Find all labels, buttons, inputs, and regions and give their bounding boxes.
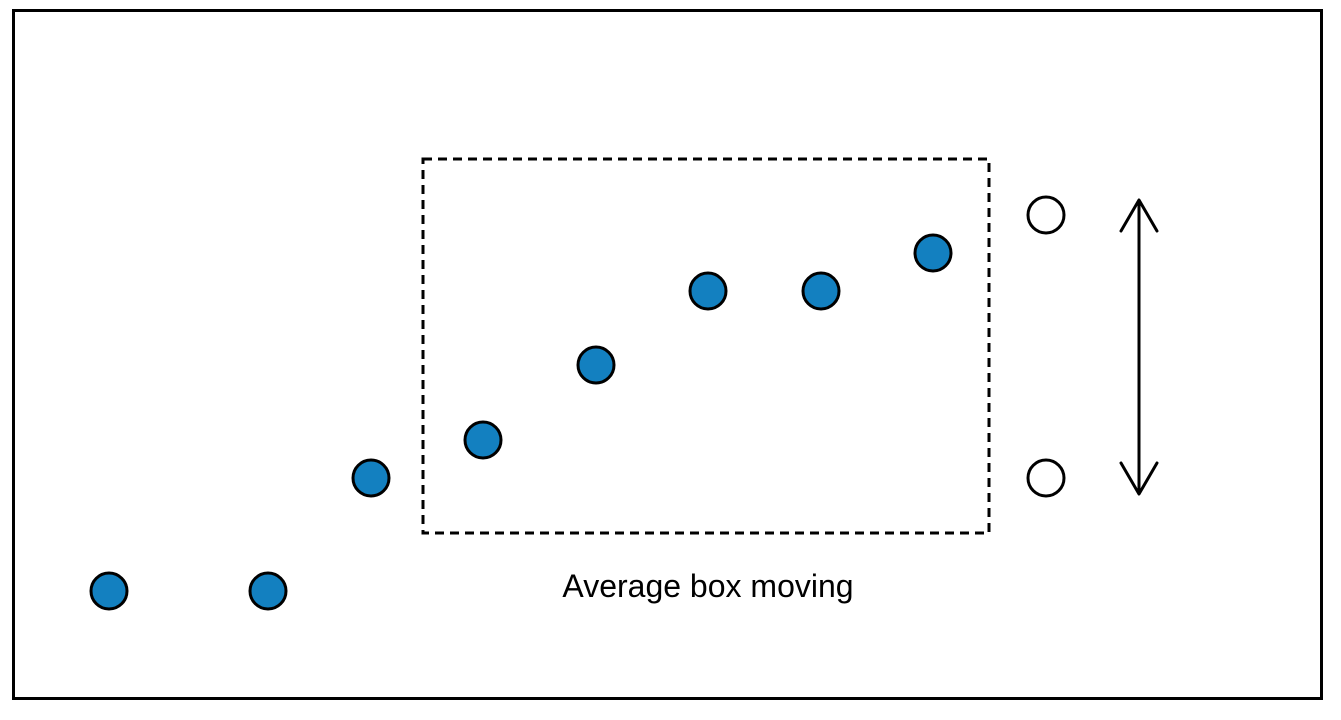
- diagram-caption: Average box moving: [562, 568, 854, 604]
- data-points: [89, 233, 953, 611]
- data-point-4: [463, 420, 503, 460]
- open-point-upper: [1026, 195, 1066, 235]
- data-point-7: [801, 271, 841, 311]
- average-box: [421, 157, 991, 535]
- double-headed-arrow-icon: [1119, 198, 1159, 496]
- open-point-lower: [1026, 458, 1066, 498]
- diagram-frame: [12, 9, 1323, 700]
- data-point-2: [248, 571, 288, 611]
- data-point-6: [688, 271, 728, 311]
- data-point-1: [89, 571, 129, 611]
- data-point-8: [913, 233, 953, 273]
- data-point-5: [576, 345, 616, 385]
- data-point-3: [351, 458, 391, 498]
